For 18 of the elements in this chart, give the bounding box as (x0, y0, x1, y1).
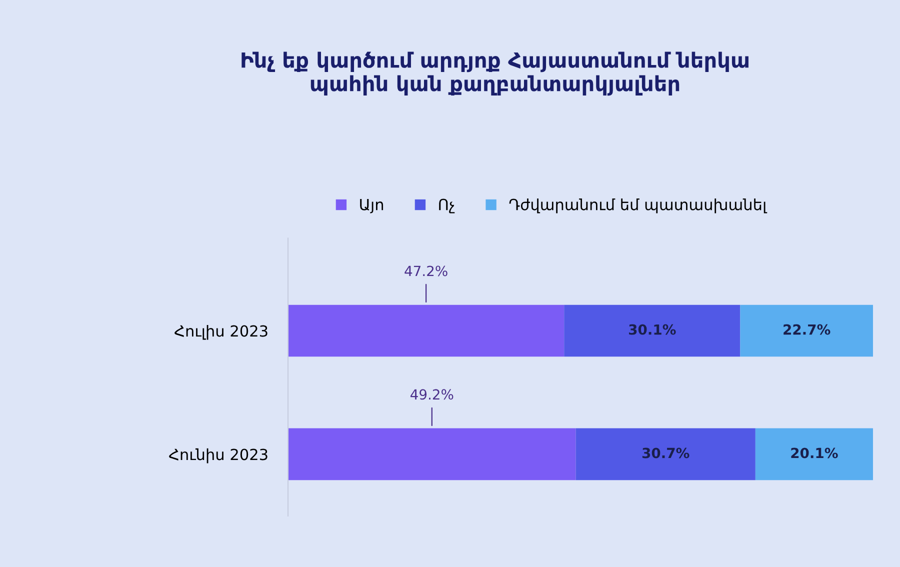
legend-label: Այո (360, 198, 384, 214)
data-label: 30.7% (642, 448, 690, 458)
chart-title: Ինչ եք կարծում արդյոք Հայաստանում ներկա պահին կան քաղբանտարկյալներ (242, 52, 748, 96)
data-label: 30.1% (629, 324, 676, 335)
bar (576, 428, 756, 480)
bar (288, 428, 576, 480)
bar (288, 304, 564, 357)
bar (564, 304, 740, 357)
data-label: 22.7% (784, 324, 830, 335)
data-label: 20.1% (791, 448, 838, 458)
bar (755, 428, 873, 480)
legend-label: Դժվարանում եմ պատասխանել (509, 198, 768, 214)
bar (740, 304, 873, 357)
y-tick-label: Հուլիս 2023 (174, 324, 268, 340)
data-label: 49.2% (410, 389, 454, 400)
data-label: 47.2% (404, 266, 448, 276)
legend-label: Ոչ (439, 198, 455, 214)
y-tick-label: Հունիս 2023 (169, 448, 268, 464)
